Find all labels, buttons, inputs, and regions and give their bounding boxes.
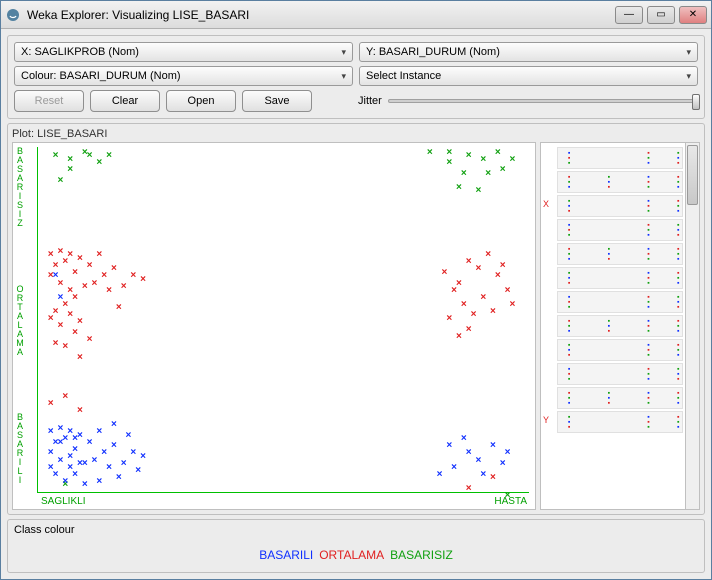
legend: BASARILIORTALAMABASARISIZ	[14, 548, 698, 562]
matrix-scrollbar[interactable]	[685, 143, 699, 509]
x-label-right: HASTA	[494, 496, 527, 507]
x-axis-labels: SAGLIKLI HASTA	[41, 496, 527, 507]
y-attribute-combo[interactable]: Y: BASARI_DURUM (Nom)	[359, 42, 698, 62]
content-area: X: SAGLIKPROB (Nom) Y: BASARI_DURUM (Nom…	[1, 29, 711, 579]
clear-button[interactable]: Clear	[90, 90, 160, 112]
controls-panel: X: SAGLIKPROB (Nom) Y: BASARI_DURUM (Nom…	[7, 35, 705, 119]
x-label-left: SAGLIKLI	[41, 496, 85, 507]
app-window: Weka Explorer: Visualizing LISE_BASARI —…	[0, 0, 712, 580]
window-title: Weka Explorer: Visualizing LISE_BASARI	[27, 8, 615, 22]
plot-title: Plot: LISE_BASARI	[12, 128, 700, 140]
reset-button[interactable]: Reset	[14, 90, 84, 112]
save-button[interactable]: Save	[242, 90, 312, 112]
java-icon	[5, 7, 21, 23]
plot-panel: Plot: LISE_BASARI BASARISIZORTALAMABASAR…	[7, 123, 705, 515]
y-axis-labels: BASARISIZORTALAMABASARILI	[15, 147, 25, 485]
y-axis-line	[37, 147, 38, 493]
titlebar: Weka Explorer: Visualizing LISE_BASARI —…	[1, 1, 711, 29]
colour-attribute-combo[interactable]: Colour: BASARI_DURUM (Nom)	[14, 66, 353, 86]
select-instance-combo[interactable]: Select Instance	[359, 66, 698, 86]
jitter-label: Jitter	[358, 95, 382, 107]
jitter-thumb[interactable]	[692, 94, 700, 110]
minimize-button[interactable]: —	[615, 6, 643, 24]
scrollbar-thumb[interactable]	[687, 145, 698, 205]
class-colour-label: Class colour	[14, 524, 698, 536]
x-attribute-combo[interactable]: X: SAGLIKPROB (Nom)	[14, 42, 353, 62]
scatter-plot[interactable]: BASARISIZORTALAMABASARILI SAGLIKLI HASTA…	[12, 142, 536, 510]
close-button[interactable]: ✕	[679, 6, 707, 24]
jitter-slider[interactable]	[388, 99, 698, 103]
window-controls: — ▭ ✕	[615, 6, 707, 24]
attribute-matrix[interactable]: ▪▪▪▪▪▪▪▪▪▪▪▪▪▪▪▪▪▪▪▪▪▪▪▪▪▪▪▪▪▪X▪▪▪▪▪▪▪▪▪…	[540, 142, 700, 510]
class-colour-panel: Class colour BASARILIORTALAMABASARISIZ	[7, 519, 705, 573]
open-button[interactable]: Open	[166, 90, 236, 112]
x-axis-line	[37, 492, 529, 493]
jitter-control: Jitter	[358, 95, 698, 107]
maximize-button[interactable]: ▭	[647, 6, 675, 24]
